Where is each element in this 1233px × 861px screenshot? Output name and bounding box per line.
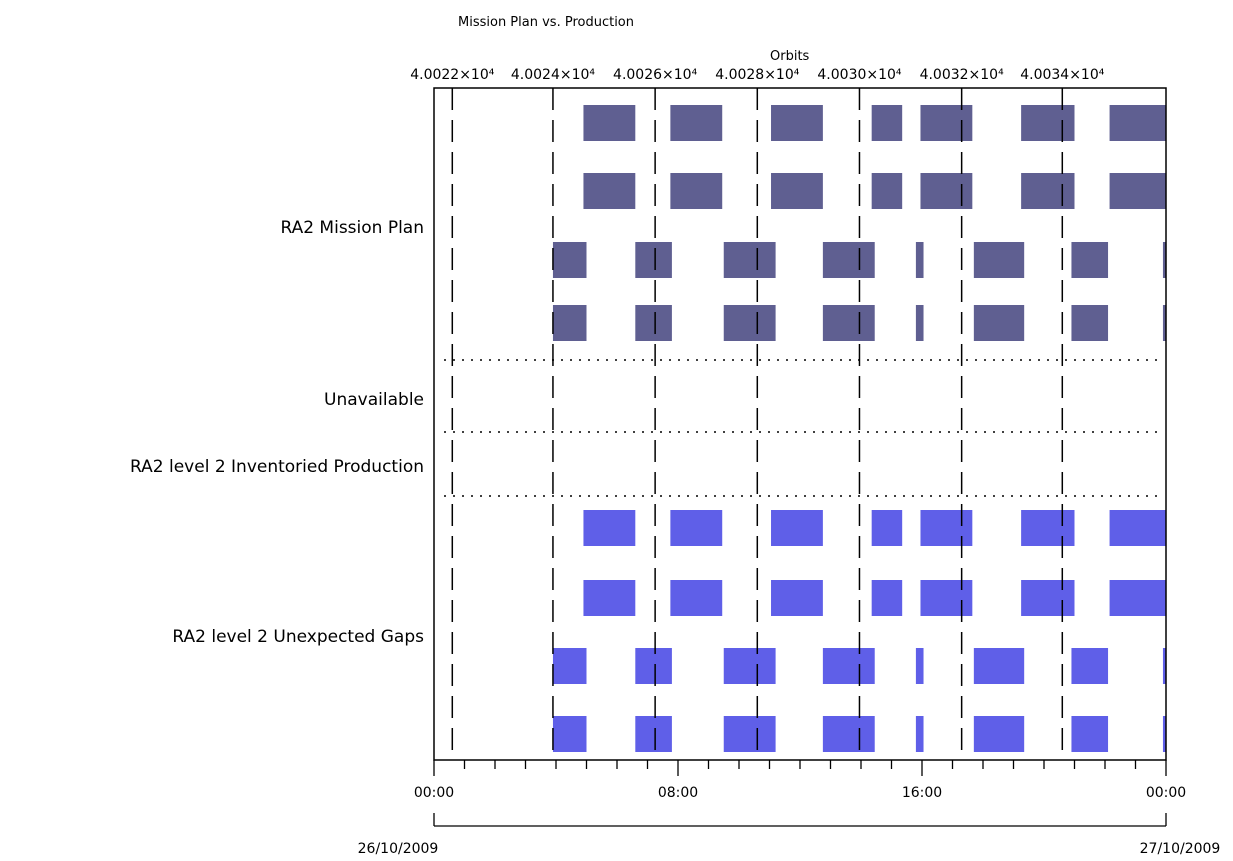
timeline-bar bbox=[1021, 580, 1075, 616]
timeline-bar bbox=[1071, 648, 1109, 684]
timeline-bar bbox=[552, 305, 587, 341]
timeline-bar bbox=[1162, 242, 1166, 278]
timeline-bar bbox=[973, 716, 1025, 752]
timeline-bar bbox=[771, 580, 823, 616]
row-label: Unavailable bbox=[324, 390, 424, 410]
timeline-bar bbox=[771, 173, 823, 209]
timeline-bar bbox=[871, 580, 903, 616]
orbit-tick-label: 4.0034×10⁴ bbox=[1020, 67, 1105, 83]
timeline-bar bbox=[1021, 173, 1075, 209]
timeline-bar bbox=[723, 242, 776, 278]
timeline-bar bbox=[552, 716, 587, 752]
timeline-bar bbox=[1162, 716, 1166, 752]
group-separators bbox=[444, 359, 1162, 497]
timeline-bar bbox=[771, 105, 823, 141]
timeline-bar bbox=[1071, 716, 1109, 752]
timeline-bar bbox=[723, 648, 776, 684]
timeline-bar bbox=[822, 716, 875, 752]
time-tick-label: 00:00 bbox=[414, 785, 454, 801]
timeline-bar bbox=[822, 648, 875, 684]
timeline-bar bbox=[771, 510, 823, 546]
timeline-bar bbox=[635, 648, 672, 684]
timeline-bar bbox=[920, 105, 973, 141]
time-tick-label: 08:00 bbox=[658, 785, 698, 801]
timeline-bar bbox=[670, 105, 723, 141]
timeline-bar bbox=[1109, 580, 1166, 616]
timeline-bar bbox=[871, 105, 903, 141]
timeline-bar bbox=[583, 510, 636, 546]
orbit-tick-label: 4.0024×10⁴ bbox=[511, 67, 596, 83]
timeline-bar bbox=[1109, 105, 1166, 141]
timeline-bar bbox=[1071, 305, 1109, 341]
row-label: RA2 level 2 Unexpected Gaps bbox=[172, 627, 424, 647]
timeline-bar bbox=[1021, 105, 1075, 141]
time-axis: 00:00 08:00 16:00 00:00 bbox=[414, 760, 1186, 801]
timeline-bar bbox=[670, 510, 723, 546]
timeline-bar bbox=[635, 242, 672, 278]
time-tick-label: 00:00 bbox=[1146, 785, 1186, 801]
timeline-bar bbox=[973, 648, 1025, 684]
timeline-bar bbox=[822, 305, 875, 341]
timeline-bar bbox=[920, 510, 973, 546]
top-axis-label: Orbits bbox=[770, 49, 810, 64]
time-tick-label: 16:00 bbox=[902, 785, 942, 801]
timeline-bar bbox=[670, 580, 723, 616]
date-start-label: 26/10/2009 bbox=[358, 841, 439, 857]
timeline-bar bbox=[1109, 173, 1166, 209]
timeline-bar bbox=[723, 305, 776, 341]
timeline-bars bbox=[552, 105, 1166, 752]
timeline-bar bbox=[1021, 510, 1075, 546]
timeline-bar bbox=[915, 242, 924, 278]
timeline-bar bbox=[583, 105, 636, 141]
timeline-bar bbox=[552, 648, 587, 684]
orbit-boundary-lines bbox=[451, 88, 1064, 760]
orbit-tick-label: 4.0028×10⁴ bbox=[715, 67, 800, 83]
orbit-tick-label: 4.0022×10⁴ bbox=[410, 67, 495, 83]
timeline-bar bbox=[871, 510, 903, 546]
timeline-bar bbox=[915, 648, 924, 684]
timeline-bar bbox=[920, 580, 973, 616]
orbit-tick-label: 4.0032×10⁴ bbox=[920, 67, 1005, 83]
timeline-bar bbox=[1162, 305, 1166, 341]
timeline-bar bbox=[822, 242, 875, 278]
orbit-tick-label: 4.0030×10⁴ bbox=[817, 67, 902, 83]
row-label: RA2 Mission Plan bbox=[280, 218, 424, 238]
timeline-bar bbox=[1109, 510, 1166, 546]
timeline-bar bbox=[670, 173, 723, 209]
chart-title: Mission Plan vs. Production bbox=[458, 15, 634, 30]
timeline-bar bbox=[973, 305, 1025, 341]
date-end-label: 27/10/2009 bbox=[1140, 841, 1221, 857]
timeline-bar bbox=[635, 716, 672, 752]
row-labels: RA2 Mission Plan Unavailable RA2 level 2 I… bbox=[130, 218, 424, 647]
timeline-bar bbox=[635, 305, 672, 341]
timeline-bar bbox=[552, 242, 587, 278]
orbit-tick-label: 4.0026×10⁴ bbox=[613, 67, 698, 83]
date-bracket: 26/10/2009 27/10/2009 bbox=[358, 813, 1221, 857]
timeline-bar bbox=[920, 173, 973, 209]
timeline-bar bbox=[723, 716, 776, 752]
row-label: RA2 level 2 Inventoried Production bbox=[130, 457, 424, 477]
top-axis-ticks: 4.0022×10⁴ 4.0024×10⁴ 4.0026×10⁴ 4.0028×10⁴… bbox=[410, 67, 1105, 83]
timeline-bar bbox=[583, 173, 636, 209]
timeline-bar bbox=[871, 173, 903, 209]
timeline-bar bbox=[973, 242, 1025, 278]
timeline-bar bbox=[915, 716, 924, 752]
timeline-bar bbox=[1162, 648, 1166, 684]
timeline-bar bbox=[1071, 242, 1109, 278]
timeline-bar bbox=[583, 580, 636, 616]
timeline-bar bbox=[915, 305, 924, 341]
